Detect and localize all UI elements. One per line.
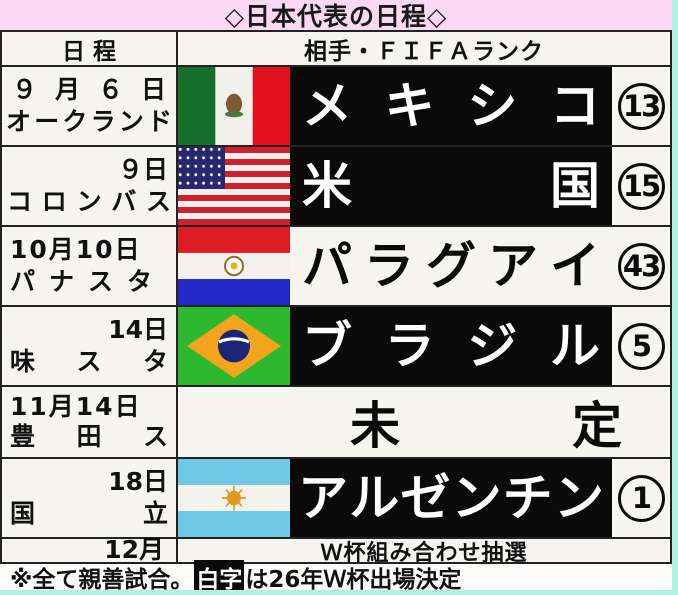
date-line1: 18日 <box>108 466 168 496</box>
date-line2: コロンバス <box>7 187 171 217</box>
opponent-cell: アルゼンチン 1 <box>178 459 670 537</box>
date-cell: 14日 味スタ <box>2 307 178 385</box>
date-cell: 11月14日 豊田ス <box>2 387 178 457</box>
date-line2: 豊田ス <box>10 421 168 451</box>
opponent-name-box: 米国 <box>290 147 612 225</box>
date-line1: 14日 <box>108 314 168 344</box>
fifa-rank-cell: 1 <box>612 459 670 537</box>
fifa-rank-cell: 43 <box>612 227 670 305</box>
opponent-name-tbd: 未定 <box>350 397 622 455</box>
footnote: ※全て親善試合。 白字 は26年Ｗ杯出場決定 <box>0 560 672 590</box>
footnote-prefix: ※全て親善試合。 <box>10 567 194 593</box>
fifa-rank-cell: 5 <box>612 307 670 385</box>
footnote-suffix: は26年Ｗ杯出場決定 <box>245 567 462 593</box>
date-line2: 味スタ <box>10 347 168 377</box>
argentina-flag-icon <box>178 459 290 537</box>
fifa-rank-badge: 43 <box>617 242 665 290</box>
date-line2: パナスタ <box>10 267 152 297</box>
date-line2: 国立 <box>10 499 168 529</box>
header-row: 日程 相手・ＦＩＦＡランク <box>2 32 670 65</box>
opponent-name-box: メキシコ <box>290 67 612 145</box>
date-cell: ９日 コロンバス <box>2 147 178 225</box>
opponent-cell: Ｗ杯組み合わせ抽選 <box>178 539 670 563</box>
table-row-paraguay: 10月10日 パナスタ パラグアイ 43 <box>2 225 670 305</box>
date-line2: オークランド <box>6 107 172 137</box>
fifa-rank-badge: 1 <box>617 474 665 522</box>
opponent-cell: 未定 <box>178 387 670 457</box>
opponent-name-box: アルゼンチン <box>290 459 612 537</box>
date-line1: 10月10日 <box>10 234 142 264</box>
table-row-december: 12月 Ｗ杯組み合わせ抽選 <box>2 535 670 565</box>
mexico-flag-icon <box>178 67 290 145</box>
wc-draw-text: Ｗ杯組み合わせ抽選 <box>320 540 528 563</box>
date-cell: 10月10日 パナスタ <box>2 227 178 305</box>
table-row-usa: ９日 コロンバス <box>2 145 670 225</box>
page-title: ◇日本代表の日程◇ <box>0 0 672 31</box>
fifa-rank-cell: 15 <box>612 147 670 225</box>
opponent-name-box: パラグアイ <box>302 237 600 295</box>
title-text: ◇日本代表の日程◇ <box>224 2 448 31</box>
fifa-rank-cell: 13 <box>612 67 670 145</box>
paraguay-flag-icon <box>178 227 290 305</box>
usa-flag-icon <box>178 147 290 225</box>
fifa-rank-badge: 15 <box>617 162 665 210</box>
date-line1: 11月14日 <box>10 391 142 421</box>
table-row-argentina: 18日 国立 <box>2 457 670 537</box>
fifa-rank-badge: 5 <box>617 322 665 370</box>
opponent-name-box: ブラジル <box>290 307 612 385</box>
date-cell: 18日 国立 <box>2 459 178 537</box>
footnote-highlight-white-text: 白字 <box>194 560 245 590</box>
date-cell: 12月 <box>2 535 178 565</box>
date-line1: 12月 <box>104 535 164 565</box>
fifa-rank-badge: 13 <box>617 82 665 130</box>
opponent-cell: パラグアイ 43 <box>178 227 670 305</box>
date-line1: ９日 <box>117 154 168 184</box>
table-row-brazil: 14日 味スタ ブラジル 5 <box>2 305 670 385</box>
header-date-column: 日程 <box>2 32 178 65</box>
opponent-cell: メキシコ 13 <box>178 67 670 145</box>
header-opponent-column: 相手・ＦＩＦＡランク <box>304 38 544 65</box>
opponent-cell: ブラジル 5 <box>178 307 670 385</box>
brazil-flag-icon <box>178 307 290 385</box>
opponent-cell: 米国 15 <box>178 147 670 225</box>
table-row-tbd: 11月14日 豊田ス 未定 <box>2 385 670 457</box>
